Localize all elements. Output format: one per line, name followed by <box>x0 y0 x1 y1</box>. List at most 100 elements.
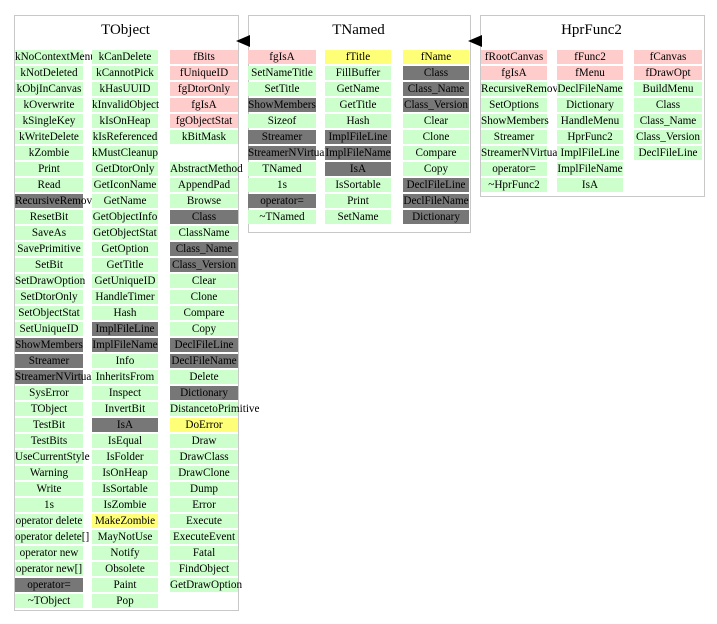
member-cell: fgDtorOnly <box>170 82 238 96</box>
member-cell: Error <box>170 498 238 512</box>
member-cell: kOverwrite <box>15 98 83 112</box>
member-cell: StreamerNVirtual <box>15 370 95 384</box>
member-cell: SetBit <box>15 258 83 272</box>
member-cell: Sizeof <box>248 114 316 128</box>
member-cell: GetIconName <box>92 178 158 192</box>
member-cell: GetDrawOption <box>170 578 243 592</box>
member-cell: IsFolder <box>92 450 158 464</box>
member-cell: fDrawOpt <box>634 66 702 80</box>
member-cell: StreamerNVirtual <box>248 146 328 160</box>
member-cell: ImplFileLine <box>92 322 158 336</box>
member-cell: Delete <box>170 370 238 384</box>
class-title: TNamed <box>332 22 385 38</box>
member-cell: Clear <box>403 114 469 128</box>
member-cell: SetDtorOnly <box>15 290 83 304</box>
member-cell: DeclFileName <box>557 82 623 96</box>
member-cell: RecursiveRemove <box>15 194 98 208</box>
member-cell: kCanDelete <box>92 50 158 64</box>
member-cell: IsA <box>325 162 391 176</box>
member-cell: Compare <box>403 146 469 160</box>
member-cell: ExecuteEvent <box>170 530 238 544</box>
member-cell: SaveAs <box>15 226 83 240</box>
member-cell: SetUniqueID <box>15 322 83 336</box>
member-cell: kHasUUID <box>92 82 158 96</box>
member-cell: fgIsA <box>248 50 316 64</box>
member-cell: fMenu <box>557 66 623 80</box>
member-cell: ResetBit <box>15 210 83 224</box>
member-cell: Inspect <box>92 386 158 400</box>
member-cell: Read <box>15 178 83 192</box>
member-cell: DoError <box>170 418 238 432</box>
member-cell: GetObjectStat <box>92 226 158 240</box>
member-cell: ImplFileName <box>325 146 391 160</box>
member-cell: operator new <box>15 546 83 560</box>
member-cell: SetOptions <box>481 98 547 112</box>
member-cell: StreamerNVirtual <box>481 146 561 160</box>
member-cell: MakeZombie <box>92 514 158 528</box>
member-cell: SetDrawOption <box>15 274 86 288</box>
member-cell: ImplFileName <box>557 162 623 176</box>
member-cell: UseCurrentStyle <box>15 450 90 464</box>
member-cell: operator= <box>15 578 83 592</box>
member-cell: HandleMenu <box>557 114 623 128</box>
member-cell: operator new[] <box>15 562 83 576</box>
member-cell: Class_Version <box>634 130 702 144</box>
member-cell: TestBit <box>15 418 83 432</box>
member-cell: ~TNamed <box>248 210 316 224</box>
member-cell: kMustCleanup <box>92 146 158 160</box>
member-cell: Streamer <box>248 130 316 144</box>
member-cell: Compare <box>170 306 238 320</box>
member-cell: GetTitle <box>325 98 391 112</box>
member-cell: Obsolete <box>92 562 158 576</box>
member-cell: fgIsA <box>170 98 238 112</box>
member-cell: GetUniqueID <box>92 274 158 288</box>
member-cell: kWriteDelete <box>15 130 83 144</box>
member-cell: DrawClone <box>170 466 238 480</box>
member-cell: DeclFileName <box>403 194 469 208</box>
member-cell: Streamer <box>481 130 547 144</box>
member-cell: Class_Name <box>403 82 469 96</box>
member-cell: AppendPad <box>170 178 238 192</box>
member-cell: DrawClass <box>170 450 238 464</box>
member-cell: SetObjectStat <box>15 306 83 320</box>
member-cell: FindObject <box>170 562 238 576</box>
member-cell: Write <box>15 482 83 496</box>
member-cell: Copy <box>170 322 238 336</box>
member-cell: kZombie <box>15 146 83 160</box>
member-cell: ShowMembers <box>481 114 549 128</box>
member-cell: Clone <box>403 130 469 144</box>
inheritance-arrow-icon <box>236 35 250 47</box>
member-cell: DeclFileLine <box>403 178 469 192</box>
member-cell: Pop <box>92 594 158 608</box>
member-cell: kSingleKey <box>15 114 83 128</box>
member-cell: IsSortable <box>325 178 391 192</box>
member-cell: HandleTimer <box>92 290 158 304</box>
member-cell: Browse <box>170 194 238 208</box>
member-cell: kInvalidObject <box>92 98 160 112</box>
member-cell: Print <box>15 162 83 176</box>
member-cell: Class_Version <box>170 258 238 272</box>
member-cell: Info <box>92 354 158 368</box>
member-cell: GetDtorOnly <box>92 162 158 176</box>
member-cell: SetTitle <box>248 82 316 96</box>
member-cell: GetOption <box>92 242 158 256</box>
member-cell: GetTitle <box>92 258 158 272</box>
member-cell: GetObjectInfo <box>92 210 158 224</box>
member-cell: kIsOnHeap <box>92 114 158 128</box>
member-cell: MayNotUse <box>92 530 158 544</box>
member-cell: SetNameTitle <box>248 66 316 80</box>
member-cell: Copy <box>403 162 469 176</box>
member-cell: fgIsA <box>481 66 547 80</box>
member-cell: kNoContextMenu <box>15 50 96 64</box>
member-cell: Dictionary <box>403 210 469 224</box>
member-cell: ~TObject <box>15 594 83 608</box>
member-cell: Dictionary <box>170 386 238 400</box>
member-cell: ImplFileName <box>92 338 158 352</box>
member-cell: DeclFileName <box>170 354 238 368</box>
member-cell: fTitle <box>325 50 391 64</box>
member-cell: operator= <box>248 194 316 208</box>
member-cell: SavePrimitive <box>15 242 83 256</box>
member-cell: Hash <box>92 306 158 320</box>
member-cell: IsA <box>92 418 158 432</box>
member-cell: fName <box>403 50 469 64</box>
